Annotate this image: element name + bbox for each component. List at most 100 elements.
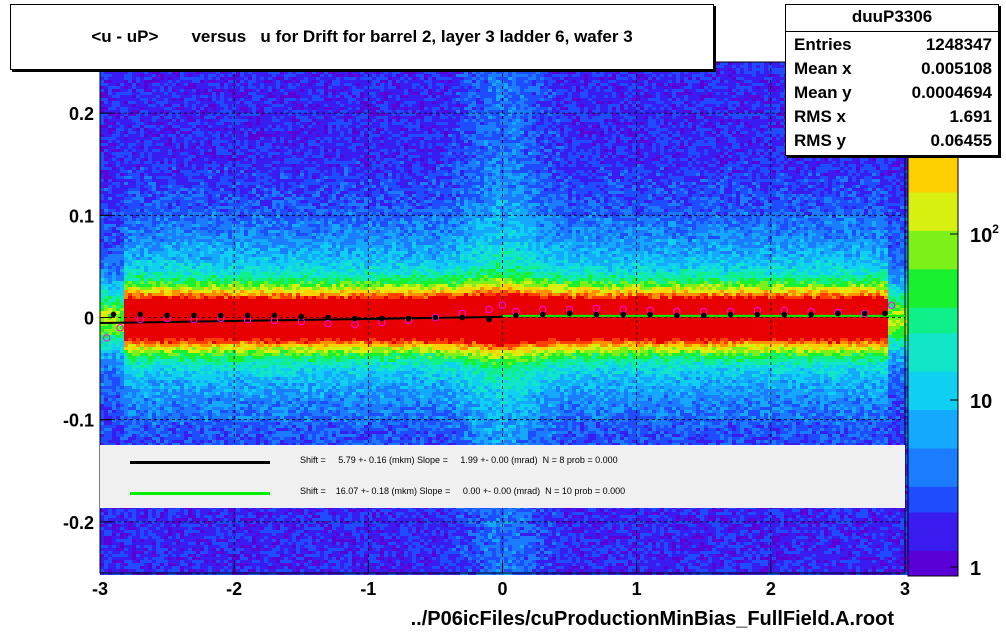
color-scale-step [908, 448, 958, 461]
profile-point-black [567, 311, 573, 317]
color-scale-step [908, 282, 958, 295]
color-scale-step [908, 538, 958, 551]
color-scale-step [908, 474, 958, 487]
legend-entry-green-fit: Shift = 16.07 +- 0.18 (mkm) Slope = 0.00… [100, 483, 905, 503]
stats-label: Entries [794, 35, 852, 55]
color-scale-step [908, 230, 958, 243]
profile-point-black [486, 317, 492, 323]
stats-row-rms-y: RMS y 0.06455 [794, 131, 992, 153]
color-scale-step [908, 294, 958, 307]
profile-point-black [540, 312, 546, 318]
color-scale-step [908, 461, 958, 474]
profile-point-black [325, 315, 331, 321]
color-scale-step [908, 384, 958, 397]
color-scale-step [908, 269, 958, 282]
y-tick-label: -0.1 [63, 411, 94, 431]
color-scale-step [908, 435, 958, 448]
legend-text: Shift = 16.07 +- 0.18 (mkm) Slope = 0.00… [300, 486, 625, 496]
x-tick-label: 3 [900, 579, 910, 599]
color-scale-step [908, 525, 958, 538]
y-tick-label: 0.2 [69, 104, 94, 124]
color-scale-step [908, 166, 958, 179]
profile-point-black [111, 312, 117, 318]
color-scale-step [908, 550, 958, 563]
x-tick-label: -1 [360, 579, 376, 599]
color-scale-step [908, 346, 958, 359]
stats-row-mean-x: Mean x 0.005108 [794, 59, 992, 81]
color-scale-step [908, 243, 958, 256]
stats-value: 0.005108 [921, 59, 992, 79]
stats-row-entries: Entries 1248347 [794, 35, 992, 57]
color-scale-step [908, 192, 958, 205]
color-scale-step [908, 320, 958, 333]
color-scale-step [908, 333, 958, 346]
y-tick-label: 0.1 [69, 206, 94, 226]
x-tick-label: -2 [226, 579, 242, 599]
profile-point-black [755, 312, 761, 318]
legend-entry-black-fit: Shift = 5.79 +- 0.16 (mkm) Slope = 1.99 … [100, 452, 905, 472]
legend-line-green [130, 492, 270, 495]
profile-point-black [191, 313, 197, 319]
profile-point-black [272, 313, 278, 319]
profile-point-black [781, 312, 787, 318]
color-scale-step [908, 397, 958, 410]
x-axis-label: ../P06icFiles/cuProductionMinBias_FullFi… [411, 608, 894, 631]
profile-point-black [137, 312, 143, 318]
profile-point-black [862, 311, 868, 317]
stats-row-rms-x: RMS x 1.691 [794, 107, 992, 129]
color-scale-step [908, 410, 958, 423]
color-scale-step [908, 218, 958, 231]
x-tick-label: 1 [632, 579, 642, 599]
profile-point-black [620, 312, 626, 318]
profile-point-black [433, 315, 439, 321]
color-scale-step [908, 205, 958, 218]
profile-point-black [352, 316, 358, 322]
color-scale-step [908, 358, 958, 371]
profile-point-black [218, 313, 224, 319]
color-scale-label: 102 [970, 222, 999, 247]
profile-point-black [674, 313, 680, 319]
profile-point-black [882, 311, 888, 317]
stats-label: RMS x [794, 107, 846, 127]
title-box: <u - uP> versus u for Drift for barrel 2… [10, 4, 714, 70]
profile-point-black [513, 313, 519, 319]
color-scale-step [908, 307, 958, 320]
x-tick-label: -3 [92, 579, 108, 599]
profile-point-black [808, 312, 814, 318]
legend-text: Shift = 5.79 +- 0.16 (mkm) Slope = 1.99 … [300, 455, 618, 465]
profile-point-black [459, 315, 465, 321]
color-scale-label: 10 [970, 391, 992, 413]
color-scale-step [908, 563, 958, 576]
color-scale-step [908, 486, 958, 499]
profile-point-black [594, 312, 600, 318]
profile-point-black [701, 313, 707, 319]
stats-value: 1.691 [949, 107, 992, 127]
chart-title: <u - uP> versus u for Drift for barrel 2… [11, 5, 713, 69]
stats-row-mean-y: Mean y 0.0004694 [794, 83, 992, 105]
color-scale-step [908, 512, 958, 525]
legend-line-black [130, 461, 270, 464]
stats-value: 0.0004694 [912, 83, 992, 103]
color-scale-step [908, 256, 958, 269]
stats-separator [786, 31, 998, 32]
y-tick-label: -0.2 [63, 513, 94, 533]
stats-histogram-name: duuP3306 [786, 7, 998, 27]
x-tick-label: 2 [766, 579, 776, 599]
color-scale-step [908, 499, 958, 512]
y-tick-label: 0 [84, 309, 94, 329]
stats-label: RMS y [794, 131, 846, 151]
profile-point-black [406, 316, 412, 322]
profile-point-black [728, 312, 734, 318]
stats-label: Mean x [794, 59, 852, 79]
stats-value: 0.06455 [931, 131, 992, 151]
x-tick-label: 0 [497, 579, 507, 599]
color-scale-label: 1 [970, 558, 981, 580]
color-scale-step [908, 179, 958, 192]
profile-point-black [647, 312, 653, 318]
profile-point-black [298, 314, 304, 320]
color-scale-step [908, 422, 958, 435]
stats-box: duuP3306 Entries 1248347 Mean x 0.005108… [785, 4, 999, 156]
color-scale-step [908, 371, 958, 384]
profile-point-black [245, 313, 251, 319]
stats-label: Mean y [794, 83, 852, 103]
